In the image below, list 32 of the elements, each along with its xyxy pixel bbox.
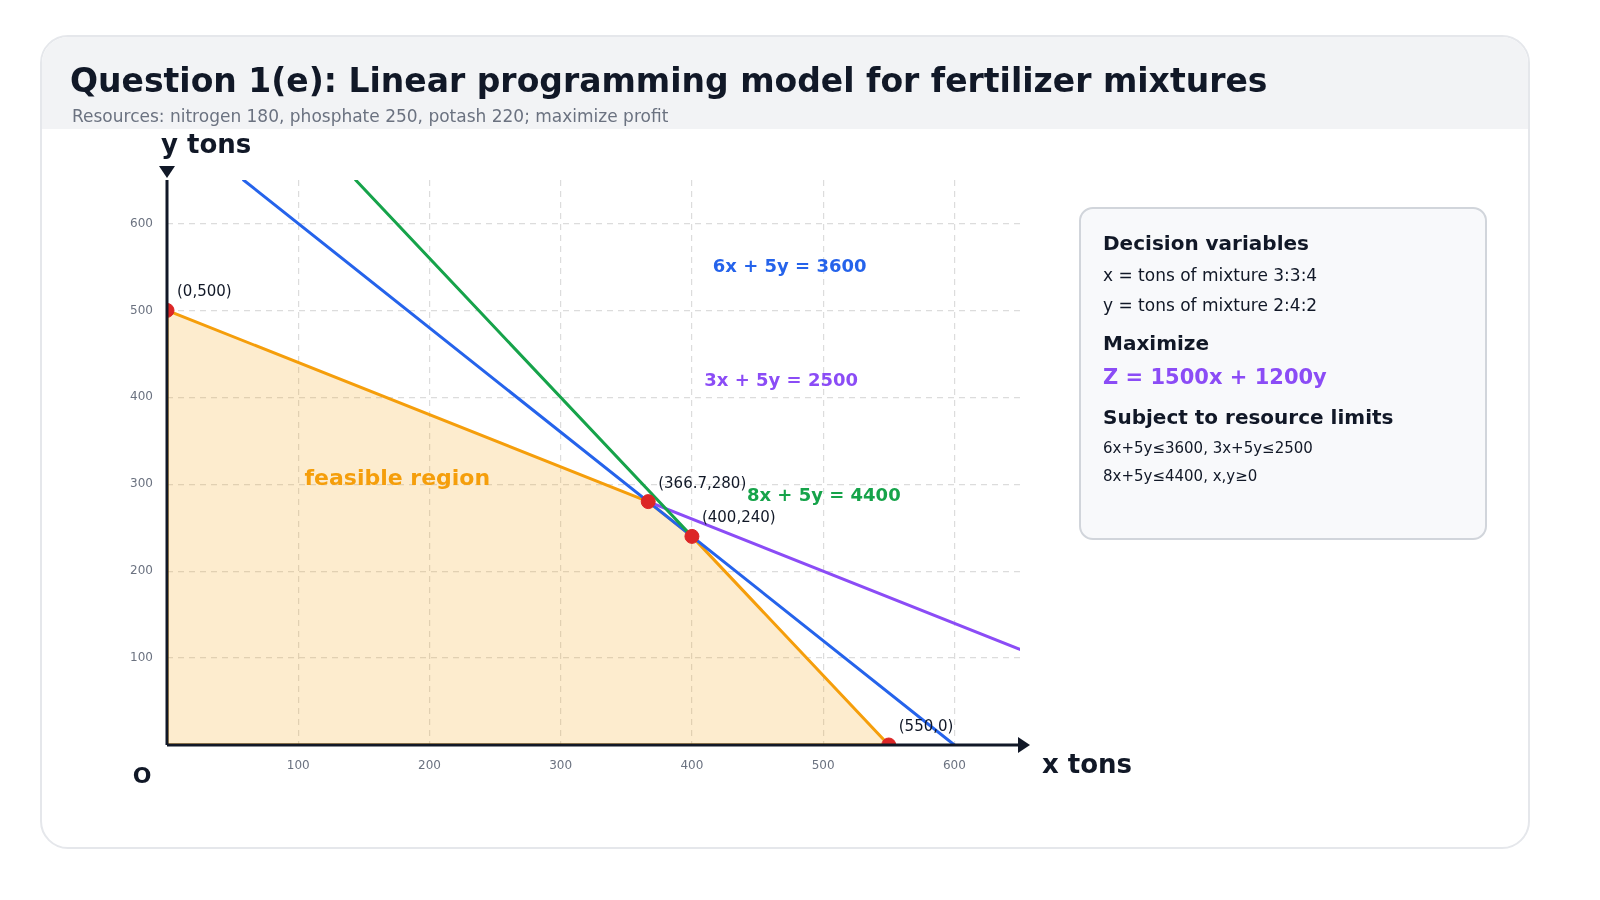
y-axis-title: y tons xyxy=(161,128,252,159)
x-tick-label: 500 xyxy=(811,758,835,773)
x-tick-label: 200 xyxy=(418,758,441,773)
x-tick-label: 100 xyxy=(286,758,310,773)
y-tick-label: 300 xyxy=(130,476,153,491)
text: Subject to resource limits xyxy=(1103,405,1395,429)
annotation: (0,500) xyxy=(177,282,232,301)
x-tick-label: 400 xyxy=(680,758,704,773)
text: Decision variables xyxy=(1103,231,1310,255)
chart-subtitle: Resources: nitrogen 180, phosphate 250, potash 220; maximize profit xyxy=(72,106,669,126)
series-label: feasible region xyxy=(304,465,491,491)
text: Z = 1500x + 1200y xyxy=(1103,365,1328,389)
chart-title: Question 1(e): Linear programming model for fertilizer mixtures xyxy=(70,61,1268,100)
text: x = tons of mixture 3:3:4 xyxy=(1103,265,1319,285)
y-tick-label: 600 xyxy=(130,215,153,230)
x-axis-title: x tons xyxy=(1042,748,1133,779)
text: 6x+5y≤3600, 3x+5y≤2500 xyxy=(1103,439,1314,457)
text: 8x+5y≤4400, x,y≥0 xyxy=(1103,467,1259,485)
x-tick-label: 600 xyxy=(942,758,966,773)
x-tick-label: 300 xyxy=(549,758,573,773)
text: 8x + 5y = 4400 xyxy=(746,484,901,506)
annotation: (366.7,280) xyxy=(658,473,747,492)
y-tick-label: 200 xyxy=(130,563,153,578)
annotation: (400,240) xyxy=(701,508,776,527)
text: y = tons of mixture 2:4:2 xyxy=(1103,295,1319,315)
y-tick-label: 100 xyxy=(130,650,153,665)
text: 6x + 5y = 3600 xyxy=(712,255,867,277)
text: Maximize xyxy=(1103,331,1211,355)
y-tick-label: 500 xyxy=(130,302,153,317)
text: 3x + 5y = 2500 xyxy=(704,369,859,391)
y-tick-label: 400 xyxy=(130,389,153,404)
annotation: O xyxy=(132,762,152,788)
